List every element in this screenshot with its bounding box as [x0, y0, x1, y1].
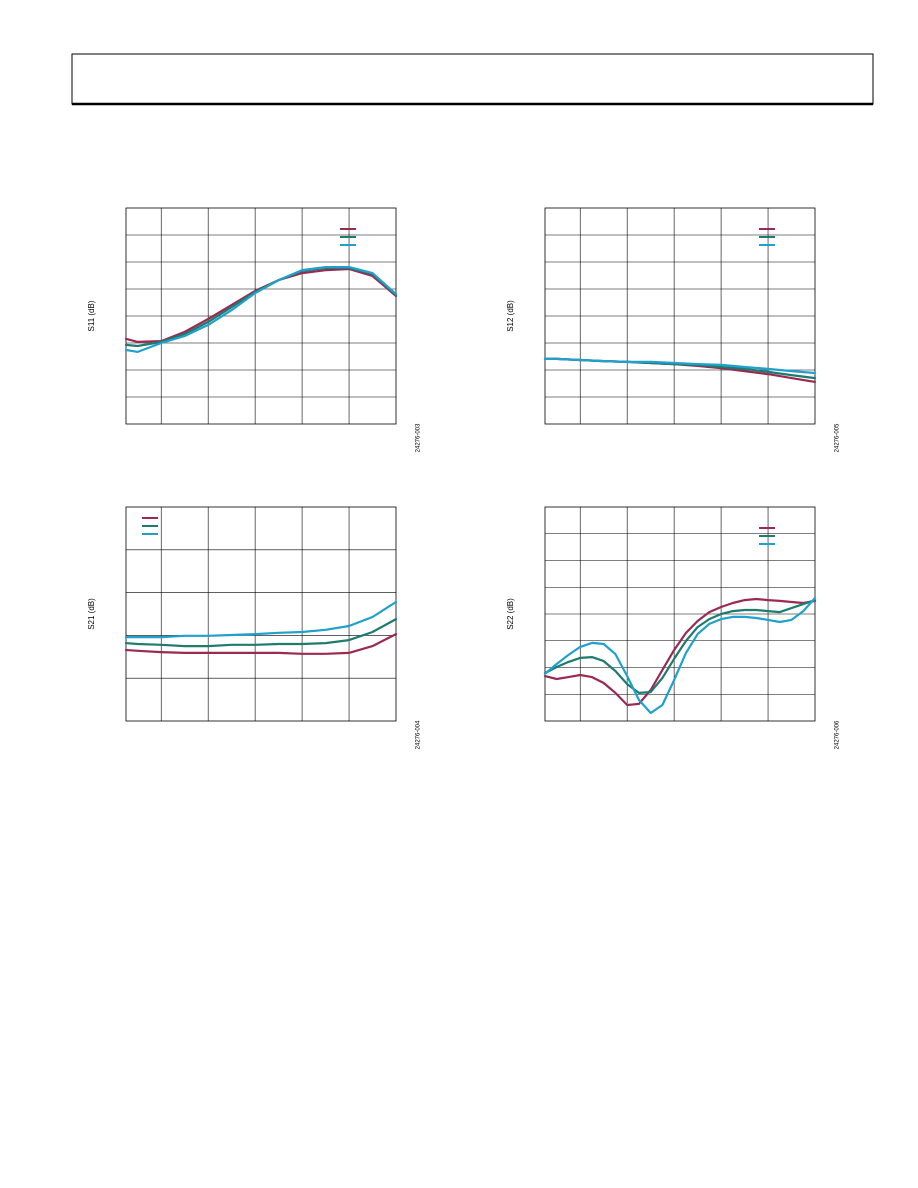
- y-axis-label: S21 (dB): [87, 598, 96, 630]
- series-line: [124, 618, 398, 648]
- y-axis-label: S12 (dB): [506, 300, 515, 332]
- plot-frame: [544, 506, 816, 722]
- series-line: [124, 267, 398, 343]
- series-line: [124, 266, 398, 348]
- series-line: [543, 597, 817, 707]
- chart: S11 (dB) 24276-003: [87, 207, 422, 452]
- series-line: [543, 599, 817, 694]
- series-line: [124, 633, 398, 655]
- figure-code: 24276-005: [835, 423, 841, 452]
- chart: S21 (dB) 24276-004: [87, 506, 422, 749]
- chart: S12 (dB) 24276-005: [506, 207, 841, 452]
- figure-code: 24276-006: [835, 720, 841, 749]
- figure-code: 24276-003: [416, 423, 422, 452]
- plot-frame: [125, 207, 397, 425]
- y-axis-label: S22 (dB): [506, 598, 515, 630]
- series-line: [124, 600, 398, 639]
- plot-frame: [125, 506, 397, 722]
- figure-code: 24276-004: [416, 720, 422, 749]
- series-line: [124, 266, 398, 353]
- y-axis-label: S11 (dB): [87, 300, 96, 331]
- header-box: [71, 53, 874, 105]
- plot-frame: [544, 207, 816, 425]
- series-line: [543, 357, 817, 375]
- series-line: [543, 596, 817, 715]
- chart: S22 (dB) 24276-006: [506, 506, 841, 749]
